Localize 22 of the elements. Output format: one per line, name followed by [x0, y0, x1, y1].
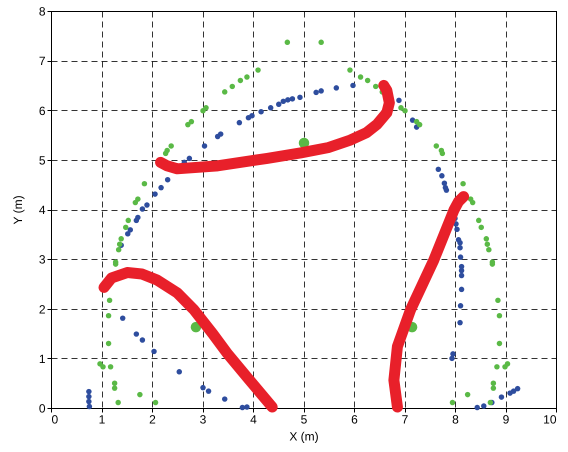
x-axis-title: X (m): [289, 430, 319, 444]
x-tick-label: 5: [300, 412, 308, 426]
x-tick-label: 9: [502, 412, 510, 426]
x-tick-label: 1: [98, 412, 106, 426]
x-tick-label: 6: [351, 412, 358, 426]
y-tick-label: 4: [38, 203, 46, 217]
y-tick-label: 1: [38, 352, 46, 366]
y-tick-label: 0: [38, 402, 46, 416]
y-tick-label: 8: [38, 4, 46, 18]
y-tick-label: 6: [38, 104, 46, 118]
x-tick-label: 3: [200, 412, 207, 426]
y-axis-title: Y (m): [10, 195, 25, 225]
y-tick-label: 5: [38, 153, 46, 168]
x-tick-label: 4: [250, 412, 258, 426]
y-tick-label: 7: [38, 54, 46, 68]
x-tick-label: 2: [149, 412, 156, 426]
y-tick-label: 3: [38, 252, 46, 267]
x-tick-label: 0: [52, 412, 58, 426]
x-tick-label: 8: [452, 412, 460, 426]
x-tick-label: 10: [543, 412, 557, 426]
x-tick-label: 7: [402, 412, 409, 426]
y-tick-label: 2: [38, 302, 46, 316]
